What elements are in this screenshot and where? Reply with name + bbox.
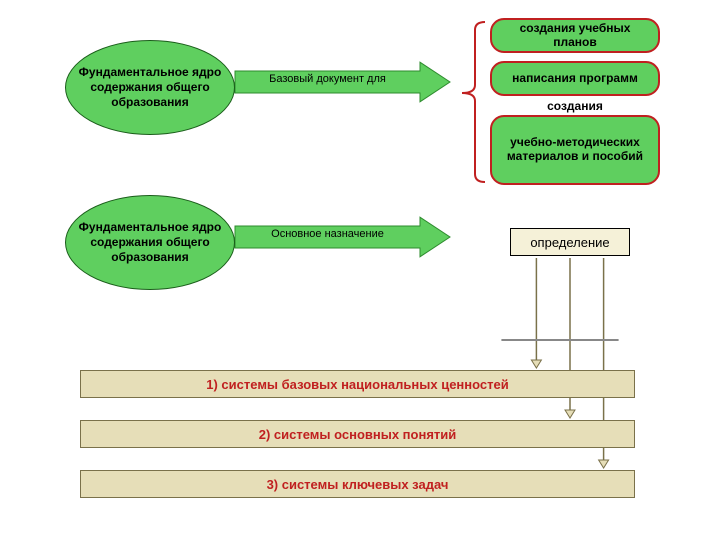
definition-box: определение <box>510 228 630 256</box>
bar-concepts: 2) системы основных понятий <box>80 420 635 448</box>
pill-curricula: создания учебных планов <box>490 18 660 53</box>
bar-tasks: 3) системы ключевых задач <box>80 470 635 498</box>
bar-concepts-text: 2) системы основных понятий <box>259 427 457 442</box>
bracket <box>462 22 485 182</box>
ellipse-core-1: Фундаментальное ядро содержания общего о… <box>65 40 235 135</box>
pill-materials: учебно-методических материалов и пособий <box>490 115 660 185</box>
pill-programs-text: написания программ <box>512 72 638 86</box>
bar-tasks-text: 3) системы ключевых задач <box>267 477 449 492</box>
pill-programs: написания программ <box>490 61 660 96</box>
bar-values: 1) системы базовых национальных ценносте… <box>80 370 635 398</box>
pill-curricula-text: создания учебных планов <box>498 22 652 50</box>
ellipse-core-2-text: Фундаментальное ядро содержания общего о… <box>76 220 224 265</box>
definition-box-text: определение <box>530 235 609 250</box>
bar-values-text: 1) системы базовых национальных ценносте… <box>206 377 508 392</box>
ellipse-core-2: Фундаментальное ядро содержания общего о… <box>65 195 235 290</box>
arrow-1-label: Базовый документ для <box>237 73 418 85</box>
pill-materials-text: учебно-методических материалов и пособий <box>498 136 652 164</box>
arrow-2-label: Основное назначение <box>237 228 418 240</box>
extra-creation-text: создания <box>490 100 660 114</box>
ellipse-core-1-text: Фундаментальное ядро содержания общего о… <box>76 65 224 110</box>
